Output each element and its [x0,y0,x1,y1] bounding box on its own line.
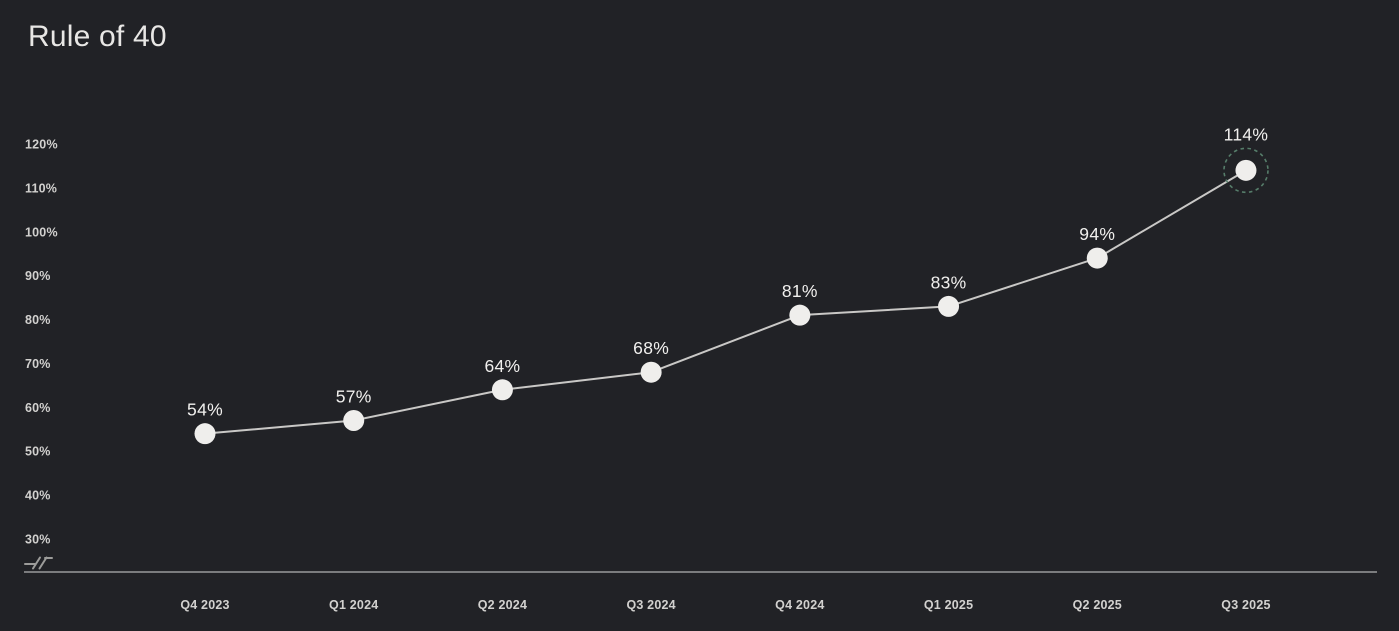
data-point[interactable] [1086,247,1108,269]
selected-point-ring [1223,147,1269,194]
chart-title: Rule of 40 [28,20,167,53]
y-tick-label: 90% [25,269,51,283]
y-tick-label: 80% [25,313,51,327]
y-tick-label: 30% [25,533,51,547]
data-point-label: 54% [187,400,223,420]
data-point[interactable] [640,361,662,383]
y-tick-label: 50% [25,445,51,459]
data-point-label: 81% [782,281,818,301]
data-point[interactable] [491,379,513,401]
data-point[interactable] [789,304,811,326]
data-point-label: 83% [931,272,967,292]
y-tick-label: 40% [25,489,51,503]
data-point[interactable] [1235,159,1257,181]
trend-line [204,169,1247,435]
x-tick-label: Q2 2025 [1073,598,1122,612]
data-point-label: 114% [1224,124,1269,144]
x-tick-label: Q3 2024 [626,598,675,612]
x-tick-label: Q4 2023 [180,598,229,612]
data-point[interactable] [194,423,216,445]
y-tick-label: 110% [25,181,57,195]
data-point-label: 64% [484,356,520,376]
y-tick-label: 120% [25,138,58,152]
data-point-label: 57% [336,387,372,407]
x-tick-label: Q1 2024 [329,598,378,612]
data-point-label: 68% [633,338,669,358]
data-point-label: 94% [1079,224,1115,244]
y-tick-label: 100% [25,225,58,239]
data-point[interactable] [343,410,365,431]
axis-break-icon [24,556,53,570]
x-tick-label: Q1 2025 [924,598,973,612]
x-tick-label: Q3 2025 [1221,598,1270,612]
data-point[interactable] [938,295,960,317]
y-tick-label: 60% [25,401,51,415]
x-tick-label: Q2 2024 [478,598,527,612]
y-tick-label: 70% [25,357,51,371]
x-tick-label: Q4 2024 [775,598,824,612]
